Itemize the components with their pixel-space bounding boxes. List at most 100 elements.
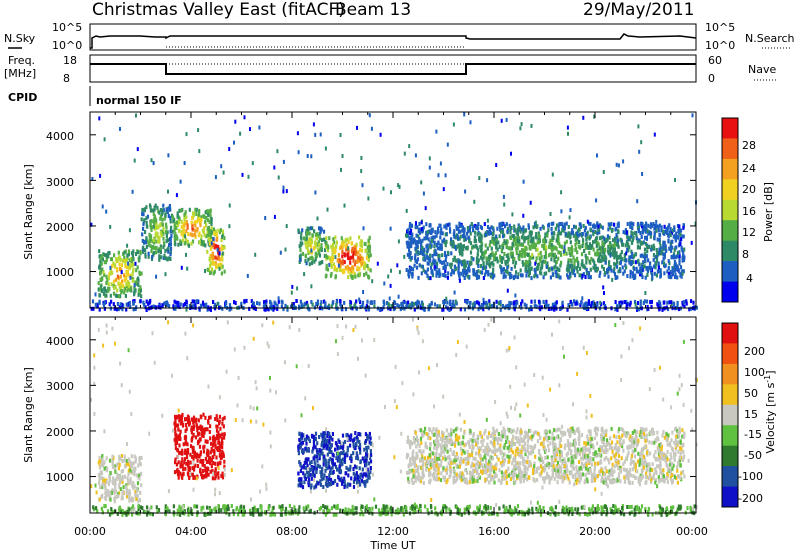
heatmap-cell [419,475,422,480]
heatmap-cell [579,245,582,250]
heatmap-cell [113,285,116,290]
heatmap-cell [311,257,314,262]
heatmap-cell [323,299,326,304]
heatmap-cell [503,224,507,229]
heatmap-cell [159,250,162,255]
heatmap-cell [431,235,435,240]
heatmap-cell [514,228,517,232]
heatmap-cell [522,225,525,230]
heatmap-cell [407,274,411,279]
heatmap-cell [345,451,348,456]
heatmap-cell [359,475,362,480]
heatmap-cell [675,231,678,236]
heatmap-cell [336,446,339,451]
heatmap-cell [348,434,351,439]
heatmap-cell [449,229,452,234]
heatmap-cell [590,228,593,233]
heatmap-cell [212,271,215,276]
heatmap-cell [522,213,525,218]
heatmap-cell [662,252,665,257]
heatmap-cell [196,464,200,468]
heatmap-cell [234,119,237,124]
heatmap-cell [270,302,273,307]
heatmap-cell [484,265,488,270]
heatmap-cell [630,234,633,239]
heatmap-cell [338,477,341,482]
heatmap-cell [440,243,443,248]
heatmap-cell [195,207,198,212]
heatmap-cell [119,287,122,292]
heatmap-cell [592,240,595,245]
heatmap-cell [366,264,369,268]
heatmap-cell [584,253,587,258]
heatmap-cell [587,275,590,279]
heatmap-cell [452,303,455,308]
heatmap-cell [501,304,504,308]
heatmap-cell [506,454,509,459]
heatmap-cell [657,228,660,233]
heatmap-cell [189,444,193,449]
heatmap-cell [477,269,480,274]
heatmap-cell [627,243,630,248]
heatmap-cell [565,221,568,226]
heatmap-cell [569,271,572,276]
heatmap-cell [313,437,316,442]
heatmap-cell [217,245,220,249]
heatmap-cell [123,255,126,260]
heatmap-cell [428,229,431,234]
heatmap-cell [117,294,121,299]
heatmap-cell [518,250,521,255]
heatmap-cell [243,299,246,304]
heatmap-cell [406,244,409,249]
heatmap-cell [204,439,207,444]
heatmap-cell [314,431,318,436]
heatmap-cell [463,269,466,274]
heatmap-cell [598,230,601,235]
heatmap-cell [105,479,108,484]
heatmap-cell [149,221,152,226]
heatmap-cell [480,248,483,253]
heatmap-cell [603,433,606,438]
heatmap-cell [330,450,333,454]
heatmap-cell [628,258,631,263]
heatmap-cell [143,208,146,213]
heatmap-cell [555,300,558,305]
heatmap-cell [148,300,151,305]
heatmap-cell [367,461,371,466]
heatmap-cell [421,252,424,256]
heatmap-cell [214,468,217,473]
heatmap-cell [446,275,449,280]
heatmap-cell [638,262,641,267]
heatmap-cell [349,467,352,472]
heatmap-cell [109,265,112,270]
heatmap-cell [469,250,473,255]
heatmap-cell [182,442,185,447]
heatmap-cell [525,265,528,270]
heatmap-cell [510,254,513,259]
heatmap-cell [673,225,676,230]
heatmap-cell [418,300,421,305]
heatmap-cell [153,214,157,219]
heatmap-cell [298,431,301,436]
heatmap-cell [264,216,267,220]
heatmap-cell [329,470,332,475]
heatmap-cell [109,497,112,502]
heatmap-cell [506,226,510,231]
heatmap-cell [403,151,406,156]
heatmap-cell [493,273,496,278]
heatmap-cell [258,301,261,306]
heatmap-cell [514,293,517,298]
heatmap-cell [359,247,362,252]
heatmap-cell [495,305,499,310]
heatmap-cell [623,254,626,259]
heatmap-cell [605,433,608,437]
heatmap-cell [179,429,182,434]
heatmap-cell [434,302,436,307]
heatmap-cell [601,246,604,251]
heatmap-cell [328,262,331,267]
heatmap-cell [537,240,541,245]
heatmap-cell [619,261,622,266]
heatmap-cell [307,483,310,488]
heatmap-cell [473,236,477,241]
heatmap-cell [652,222,655,226]
